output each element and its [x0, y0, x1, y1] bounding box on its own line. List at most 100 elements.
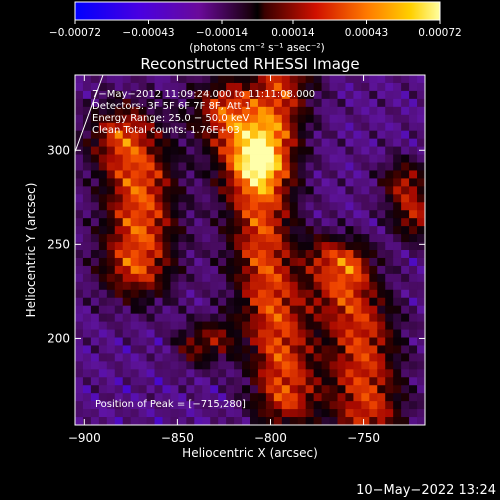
heatmap-cell — [409, 122, 418, 132]
heatmap-cell — [170, 369, 179, 378]
heatmap-cell — [194, 234, 203, 243]
heatmap-cell — [162, 337, 171, 346]
heatmap-cell — [401, 289, 410, 299]
heatmap-cell — [377, 337, 386, 346]
heatmap-cell — [297, 329, 307, 338]
heatmap-cell — [369, 361, 378, 370]
heatmap-cell — [122, 154, 132, 163]
heatmap-cell — [409, 361, 418, 370]
heatmap-cell — [321, 305, 330, 315]
heatmap-cell — [369, 401, 378, 410]
heatmap-cell — [226, 146, 235, 155]
heatmap-cell — [234, 250, 243, 259]
heatmap-cell — [130, 297, 140, 307]
heatmap-cell — [361, 146, 370, 155]
heatmap-cell — [234, 417, 243, 425]
heatmap-cell — [369, 281, 378, 291]
heatmap-cell — [130, 146, 140, 155]
heatmap-cell — [369, 329, 378, 338]
heatmap-cell — [361, 337, 370, 346]
heatmap-cell — [122, 417, 132, 425]
heatmap-cell — [273, 82, 283, 92]
heatmap-cell — [321, 170, 330, 179]
heatmap-cell — [75, 417, 84, 425]
heatmap-cell — [250, 146, 259, 155]
heatmap-cell — [369, 210, 378, 219]
heatmap-cell — [289, 417, 299, 425]
heatmap-cell — [377, 178, 386, 187]
heatmap-cell — [82, 162, 92, 171]
heatmap-cell — [385, 250, 394, 259]
heatmap-cell — [242, 146, 251, 155]
heatmap-cell — [114, 82, 124, 92]
heatmap-cell — [273, 385, 283, 394]
heatmap-cell — [297, 377, 307, 386]
heatmap-cell — [305, 242, 315, 251]
heatmap-cell — [313, 90, 322, 100]
heatmap-cell — [130, 218, 140, 227]
heatmap-cell — [178, 361, 187, 370]
heatmap-cell — [98, 417, 108, 425]
heatmap-cell — [130, 82, 140, 92]
heatmap-cell — [385, 401, 394, 410]
heatmap-cell — [385, 114, 394, 124]
heatmap-cell — [122, 297, 132, 307]
heatmap-cell — [226, 114, 235, 124]
heatmap-cell — [75, 114, 84, 124]
heatmap-cell — [345, 210, 354, 219]
heatmap-cell — [401, 138, 410, 147]
heatmap-cell — [170, 106, 179, 116]
heatmap-cell — [369, 122, 378, 132]
heatmap-cell — [369, 385, 378, 394]
heatmap-cell — [234, 281, 243, 291]
heatmap-cell — [401, 313, 410, 322]
heatmap-cell — [329, 162, 338, 171]
heatmap-cell — [305, 337, 315, 346]
heatmap-cell — [242, 417, 251, 425]
heatmap-cell — [170, 138, 179, 147]
plot-frame — [74, 74, 426, 426]
heatmap-cell — [361, 401, 370, 410]
heatmap-cell — [401, 257, 410, 267]
heatmap-cell — [218, 385, 227, 394]
heatmap-cell — [250, 305, 259, 315]
heatmap-cell — [146, 337, 155, 346]
heatmap-cell — [281, 114, 291, 124]
heatmap-cell — [98, 401, 108, 410]
heatmap-cell — [75, 305, 84, 315]
heatmap-cell — [242, 250, 251, 259]
heatmap-cell — [265, 289, 275, 299]
heatmap-cell — [377, 250, 386, 259]
heatmap-cell — [186, 234, 195, 243]
heatmap-cell — [321, 138, 330, 147]
heatmap-cell — [417, 305, 425, 315]
heatmap-cell — [297, 250, 307, 259]
heatmap-cell — [281, 281, 291, 291]
heatmap-cell — [146, 162, 155, 171]
annotation-block: 7−May−2012 11:09:24.000 to 11:11:08.000 … — [92, 89, 315, 136]
heatmap-cell — [305, 98, 315, 108]
heatmap-cell — [114, 170, 124, 179]
heatmap-cell — [329, 202, 338, 211]
heatmap-cell — [226, 122, 235, 132]
heatmap-cell — [377, 75, 386, 84]
heatmap-cell — [417, 417, 425, 425]
heatmap-cell — [178, 130, 187, 140]
heatmap-cell — [313, 114, 322, 124]
heatmap-cell — [361, 281, 370, 291]
heatmap-cell — [90, 106, 100, 116]
heatmap-cell — [226, 345, 235, 354]
heatmap-cell — [305, 130, 315, 140]
heatmap-cell — [417, 385, 425, 394]
heatmap-cell — [82, 409, 92, 418]
heatmap-cell — [218, 305, 227, 315]
heatmap-cell — [281, 98, 291, 108]
heatmap-cell — [106, 289, 116, 299]
heatmap-cell — [369, 75, 378, 84]
heatmap-cell — [138, 313, 147, 322]
heatmap-cell — [146, 98, 155, 108]
heatmap-cell — [337, 186, 346, 195]
heatmap-cell — [98, 98, 108, 108]
annotation-detectors: Detectors: 3F 5F 6F 7F 8F, Att 1 — [92, 101, 251, 112]
heatmap-cell — [289, 234, 299, 243]
